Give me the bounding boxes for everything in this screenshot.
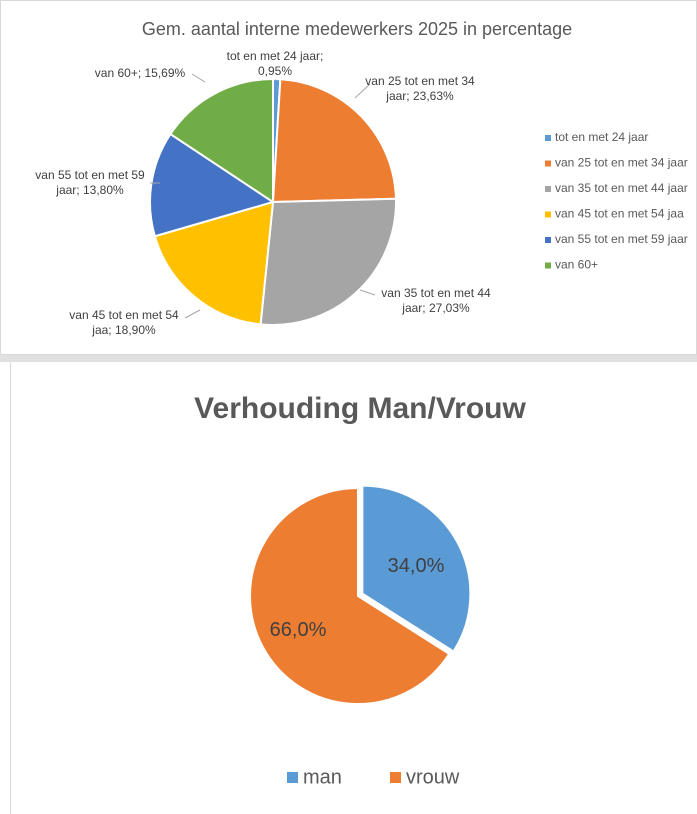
legend-marker: [545, 211, 551, 218]
chart-title: Gem. aantal interne medewerkers 2025 in …: [142, 19, 572, 39]
legend-marker: [390, 772, 401, 783]
legend-label: van 55 tot en met 59 jaar: [555, 232, 688, 246]
legend-marker: [545, 262, 551, 269]
pie-slice: [169, 77, 274, 204]
legend-label: van 35 tot en met 44 jaar: [555, 181, 688, 195]
leader-line: [359, 289, 376, 296]
legend-label: vrouw: [406, 766, 460, 788]
legend-label: man: [303, 766, 342, 788]
legend-marker: [287, 772, 298, 783]
data-label: van 55 tot en met 59 jaar; 13,80%: [35, 168, 145, 197]
pie-slice: [153, 200, 275, 326]
legend-label: tot en met 24 jaar: [555, 130, 648, 144]
leader-line: [354, 83, 371, 99]
legend-marker: [545, 160, 551, 167]
legend-marker: [545, 186, 551, 192]
legend-marker: [545, 237, 551, 243]
data-label: van 60+; 15,69%: [94, 65, 186, 80]
data-label: van 45 tot en met 54 jaa; 18,90%: [69, 308, 179, 337]
data-label: tot en met 24 jaar; 0,95%: [226, 49, 324, 78]
pie-slice: [361, 484, 472, 653]
legend-marker: [545, 135, 551, 141]
data-label: 66,0%: [269, 619, 327, 641]
legend-label: van 25 tot en met 34 jaar: [555, 156, 688, 170]
separator: [0, 355, 697, 362]
pie-slice: [271, 78, 397, 204]
data-label: van 25 tot en met 34 jaar; 23,63%: [365, 74, 475, 103]
legend-label: van 45 tot en met 54 jaa: [555, 207, 684, 221]
pie-slice: [249, 486, 451, 705]
pie-slice: [259, 197, 397, 326]
leader-line: [184, 309, 201, 319]
chart-title: Verhouding Man/Vrouw: [194, 392, 526, 425]
data-label: 34,0%: [387, 555, 445, 577]
data-label: van 35 tot en met 44 jaar; 27,03%: [381, 286, 491, 315]
leader-line: [191, 73, 206, 83]
legend-label: van 60+: [555, 258, 598, 272]
